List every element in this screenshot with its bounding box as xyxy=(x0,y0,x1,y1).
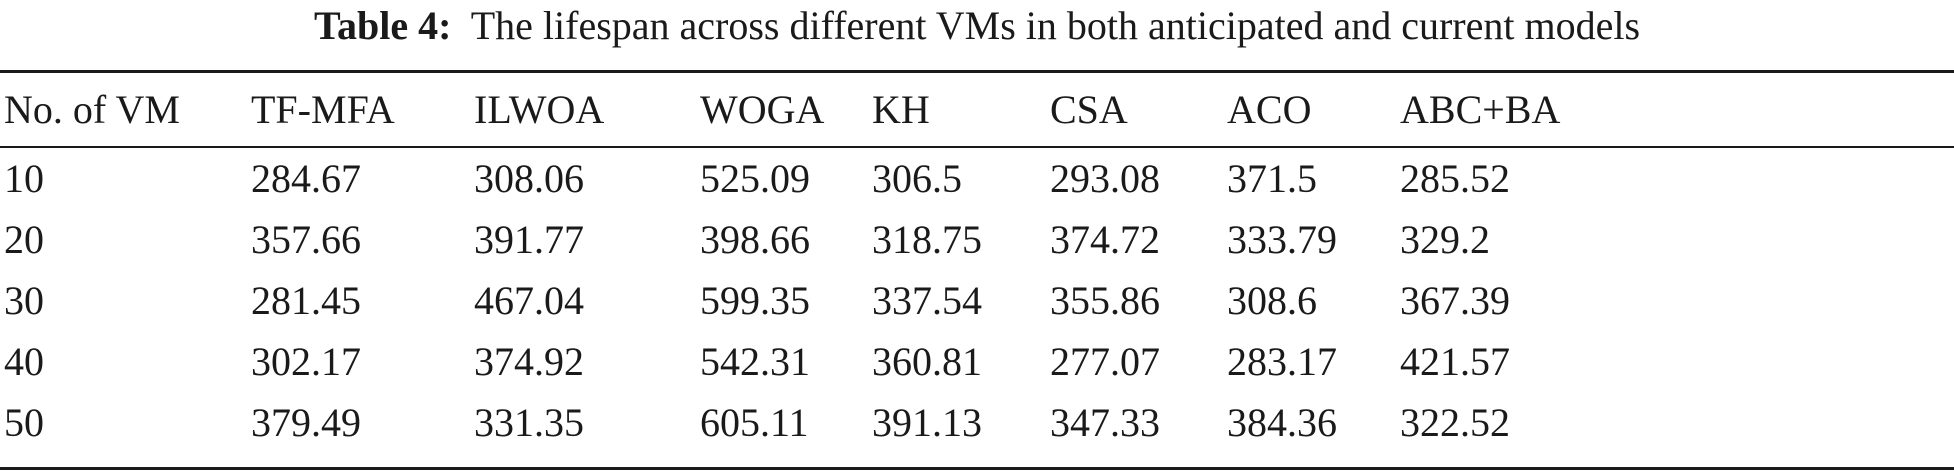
table-cell: 293.08 xyxy=(1050,156,1160,201)
column-header: ABC+BA xyxy=(1400,87,1561,132)
table-cell: 329.2 xyxy=(1400,217,1490,262)
table-cell: 40 xyxy=(4,339,44,384)
table-caption: Table 4: The lifespan across different V… xyxy=(0,2,1954,50)
table-cell: 337.54 xyxy=(872,278,982,323)
table-cell: 283.17 xyxy=(1227,339,1337,384)
table-cell: 10 xyxy=(4,156,44,201)
table-cell: 20 xyxy=(4,217,44,262)
column-header: KH xyxy=(872,87,930,132)
table-row: 40 302.17 374.92 542.31 360.81 277.07 28… xyxy=(0,334,1954,394)
column-header: ILWOA xyxy=(474,87,605,132)
column-header: ACO xyxy=(1227,87,1312,132)
table-cell: 331.35 xyxy=(474,400,584,445)
table-cell: 284.67 xyxy=(251,156,361,201)
table-cell: 347.33 xyxy=(1050,400,1160,445)
header-rule xyxy=(0,146,1954,148)
table-cell: 374.92 xyxy=(474,339,584,384)
table-cell: 599.35 xyxy=(700,278,810,323)
table-cell: 384.36 xyxy=(1227,400,1337,445)
table-cell: 318.75 xyxy=(872,217,982,262)
table-cell: 467.04 xyxy=(474,278,584,323)
table-cell: 391.13 xyxy=(872,400,982,445)
caption-label: Table 4: xyxy=(313,3,452,48)
caption-text: The lifespan across different VMs in bot… xyxy=(470,3,1641,48)
column-header: No. of VM xyxy=(4,87,180,132)
table-cell: 302.17 xyxy=(251,339,361,384)
table-cell: 379.49 xyxy=(251,400,361,445)
table-cell: 308.06 xyxy=(474,156,584,201)
table-cell: 367.39 xyxy=(1400,278,1510,323)
top-rule xyxy=(0,70,1954,73)
column-header: WOGA xyxy=(700,87,825,132)
table-cell: 605.11 xyxy=(700,400,809,445)
bottom-rule xyxy=(0,467,1954,470)
table-cell: 525.09 xyxy=(700,156,810,201)
table-cell: 360.81 xyxy=(872,339,982,384)
column-header: CSA xyxy=(1050,87,1128,132)
table-header-row: No. of VM TF-MFA ILWOA WOGA KH CSA ACO A… xyxy=(0,82,1954,142)
table-cell: 281.45 xyxy=(251,278,361,323)
table-cell: 374.72 xyxy=(1050,217,1160,262)
table-cell: 308.6 xyxy=(1227,278,1317,323)
table-row: 10 284.67 308.06 525.09 306.5 293.08 371… xyxy=(0,151,1954,211)
table-cell: 355.86 xyxy=(1050,278,1160,323)
table-cell: 333.79 xyxy=(1227,217,1337,262)
table-row: 20 357.66 391.77 398.66 318.75 374.72 33… xyxy=(0,212,1954,272)
column-header: TF-MFA xyxy=(251,87,395,132)
table-cell: 322.52 xyxy=(1400,400,1510,445)
table-cell: 542.31 xyxy=(700,339,810,384)
table-cell: 50 xyxy=(4,400,44,445)
table-row: 30 281.45 467.04 599.35 337.54 355.86 30… xyxy=(0,273,1954,333)
table-cell: 371.5 xyxy=(1227,156,1317,201)
table-row: 50 379.49 331.35 605.11 391.13 347.33 38… xyxy=(0,395,1954,455)
table-cell: 306.5 xyxy=(872,156,962,201)
table-cell: 285.52 xyxy=(1400,156,1510,201)
table-cell: 391.77 xyxy=(474,217,584,262)
table-cell: 421.57 xyxy=(1400,339,1510,384)
table-cell: 30 xyxy=(4,278,44,323)
table-cell: 398.66 xyxy=(700,217,810,262)
table-cell: 277.07 xyxy=(1050,339,1160,384)
table-cell: 357.66 xyxy=(251,217,361,262)
